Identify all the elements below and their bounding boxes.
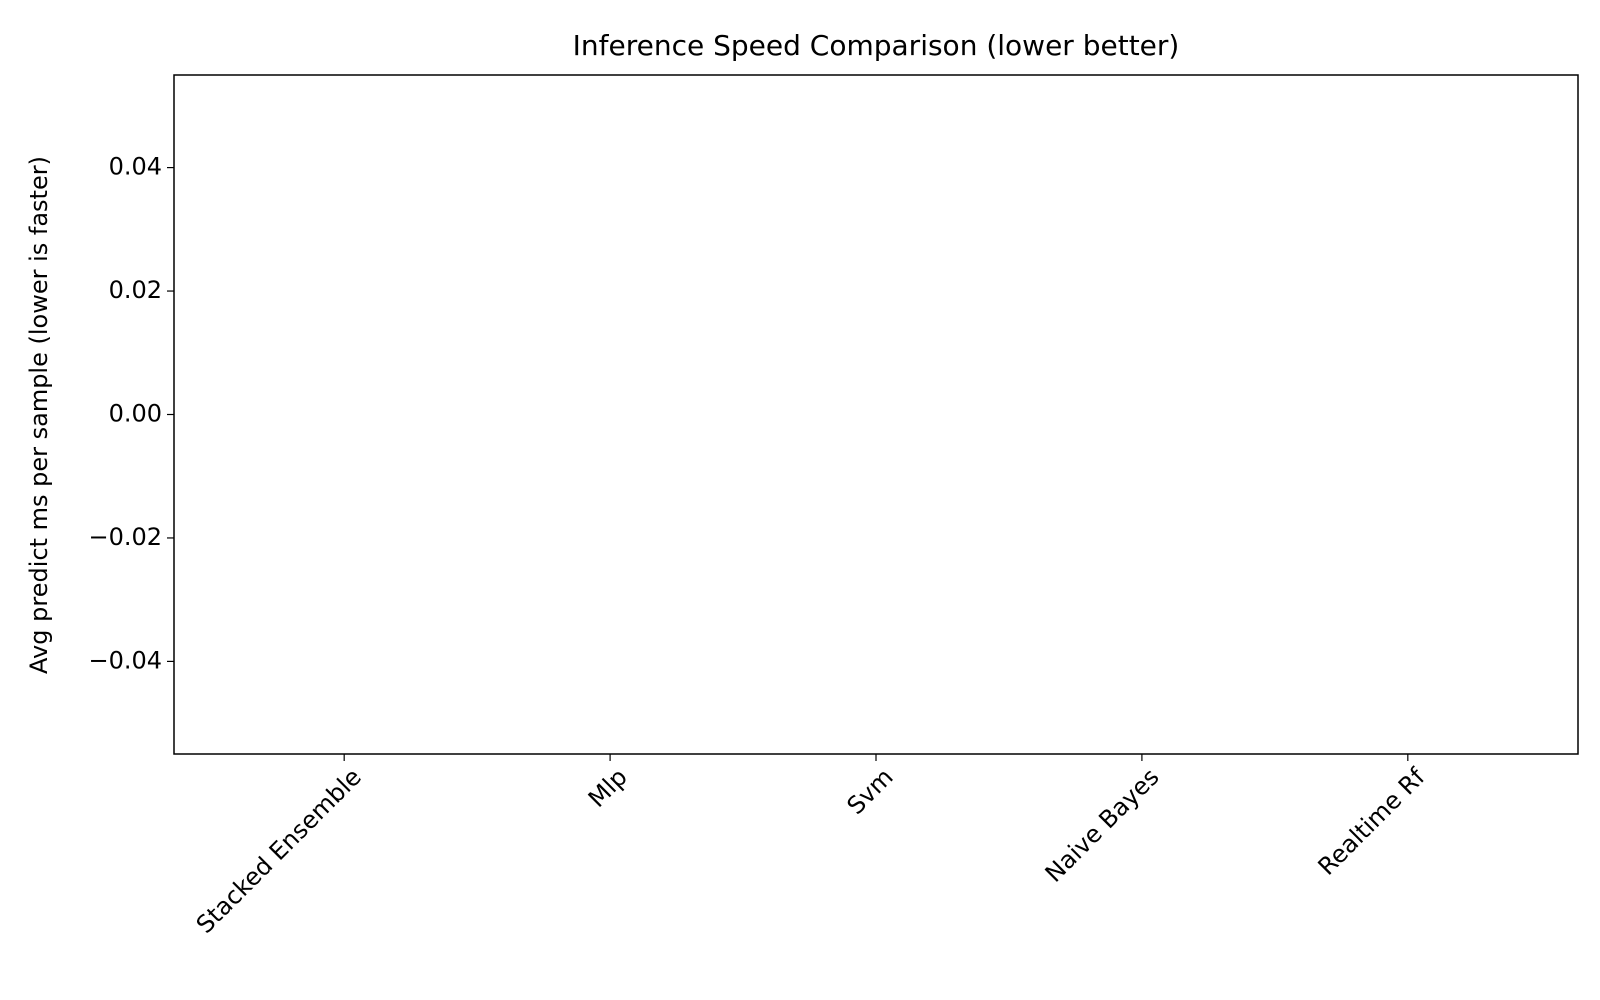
y-tick-label: 0.00 [109, 400, 162, 428]
y-axis-label: Avg predict ms per sample (lower is fast… [25, 156, 53, 674]
x-tick-label: Stacked Ensemble [191, 763, 367, 939]
y-tick-label: −0.02 [88, 523, 162, 551]
x-tick-label: Naive Bayes [1040, 763, 1165, 888]
x-tick-label: Svm [842, 763, 899, 820]
plot-frame [173, 74, 1579, 755]
y-tick-label: −0.04 [88, 646, 162, 674]
x-tick-label: Mlp [583, 763, 633, 813]
chart-title: Inference Speed Comparison (lower better… [573, 29, 1180, 62]
x-tick-label: Realtime Rf [1313, 762, 1431, 880]
y-tick-label: 0.02 [109, 276, 162, 304]
y-tick-label: 0.04 [109, 153, 162, 181]
